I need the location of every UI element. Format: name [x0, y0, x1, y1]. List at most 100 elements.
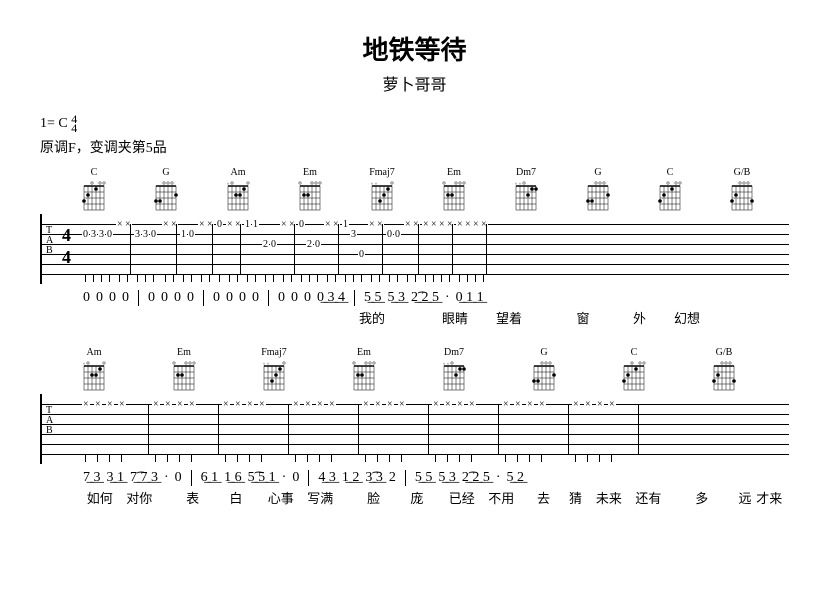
chord-fmaj7: Fmaj7××: [368, 167, 396, 212]
tab-staff-2: TAB ××××××××××××××××××××××××××××××××: [40, 394, 789, 464]
tab-note: ×: [422, 219, 430, 230]
lyric: [125, 308, 133, 327]
tab-staff-1: TAB 44 0330××330××10××0××1120××020××130×…: [40, 214, 789, 284]
lyric: 白: [229, 488, 237, 507]
tab-note: ×: [198, 219, 206, 230]
key-signature: 1= C 44: [40, 115, 789, 133]
tab-note: 0: [106, 229, 113, 240]
jianpu-note: 6̲ ̲1̲: [201, 470, 219, 486]
tab-note: 3: [90, 229, 97, 240]
tab-note: 1: [180, 229, 187, 240]
music-system-1: CGAm×EmFmaj7××EmDm7××GCG/B TAB 44 0330××…: [40, 167, 789, 327]
tab-note: 1: [252, 219, 259, 230]
tab-note: 0: [314, 239, 321, 250]
jianpu-note: 0̲ ̲1̲ ̲1̲: [456, 290, 484, 306]
tab-note: 0: [216, 219, 223, 230]
jianpu-note: 0: [292, 470, 299, 486]
lyric: [304, 308, 312, 327]
svg-text:×: ×: [443, 361, 445, 366]
chord-g-b: G/B: [710, 347, 738, 392]
jianpu-note: 5̲ ̲3̲: [438, 470, 456, 486]
jianpu-note: 0: [175, 470, 182, 486]
jianpu-note: 0: [291, 290, 298, 306]
jianpu-note: 4̲ ̲3̲: [318, 470, 336, 486]
tab-note: ×: [464, 219, 472, 230]
jianpu-note: 3̲͡ ̲3̲: [365, 470, 383, 486]
lyric: [424, 488, 430, 507]
lyric: [152, 308, 160, 327]
tab-note: 0: [358, 249, 365, 260]
svg-text:×: ×: [227, 181, 229, 186]
tab-note: ×: [176, 399, 184, 410]
tab-note: ×: [226, 219, 234, 230]
tab-note: ×: [246, 399, 254, 410]
lyric: 幻想: [647, 308, 727, 327]
tab-note: 0: [82, 229, 89, 240]
tab-note: ×: [152, 399, 160, 410]
chord-em: Em: [170, 347, 198, 392]
lyric: 未来: [592, 488, 625, 507]
lyric: [194, 308, 202, 327]
chord-row-2: Am×EmFmaj7××EmDm7××GCG/B: [40, 347, 789, 392]
lyric: [221, 308, 229, 327]
tab-note: ×: [472, 219, 480, 230]
chord-g-b: G/B: [728, 167, 756, 212]
jianpu-note: 7̲ ̲3̲: [83, 470, 101, 486]
chord-c: C: [80, 167, 108, 212]
tab-note: 0: [386, 229, 393, 240]
chord-dm7: Dm7××: [512, 167, 540, 212]
tab-note: 3: [350, 229, 357, 240]
tab-note: ×: [572, 399, 580, 410]
svg-text:×: ×: [515, 181, 517, 186]
tab-note: 0: [298, 219, 305, 230]
jianpu-note: 0: [148, 290, 155, 306]
jianpu-note: 0: [161, 290, 168, 306]
lyric: 外: [633, 308, 641, 327]
lyric: 猜: [569, 488, 577, 507]
lyric: 才来: [752, 488, 785, 507]
tab-note: ×: [374, 399, 382, 410]
chord-em: Em: [296, 167, 324, 212]
tab-note: ×: [514, 399, 522, 410]
lyric: 已经: [445, 488, 478, 507]
jianpu-note: ·: [164, 470, 169, 486]
lyric: 写满: [303, 488, 336, 507]
tab-note: ×: [324, 219, 332, 230]
jianpu-note: 0: [109, 290, 116, 306]
jianpu-note: 0: [187, 290, 194, 306]
lyric: [166, 308, 174, 327]
jianpu-note: 0̲ ̲3̲ ̲4̲: [317, 290, 345, 306]
tab-note: 0: [270, 239, 277, 250]
lyric: [180, 308, 188, 327]
tab-note: ×: [188, 399, 196, 410]
tab-note: ×: [386, 399, 394, 410]
tab-note: ×: [162, 219, 170, 230]
svg-text:×: ×: [371, 181, 373, 186]
jianpu-note: 1̲ ̲6̲: [224, 470, 242, 486]
tab-note: 3: [142, 229, 149, 240]
tab-note: 0: [188, 229, 195, 240]
jianpu-note: 0: [213, 290, 220, 306]
jianpu-note: 0: [252, 290, 259, 306]
svg-text:×: ×: [519, 181, 521, 186]
tab-note: ×: [82, 399, 90, 410]
lyric: 远: [738, 488, 746, 507]
lyric: 脸: [343, 488, 404, 507]
tab-note: ×: [304, 399, 312, 410]
tab-note: ×: [234, 399, 242, 410]
jianpu-note: 0: [239, 290, 246, 306]
svg-text:×: ×: [83, 361, 85, 366]
tab-note: ×: [456, 219, 464, 230]
jianpu-row-2: 7̲ ̲3̲3̲ ̲1̲7̲͡ ̲7̲ ̲3̲·06̲ ̲1̲1̲ ̲6̲5̲͡…: [40, 470, 789, 507]
jianpu-note: 0: [226, 290, 233, 306]
jianpu-row-1: 0000000000000000̲ ̲3̲ ̲4̲5̲ ̲5̲5̲ ̲3̲2̲͡…: [40, 290, 789, 327]
chord-g: G: [584, 167, 612, 212]
svg-text:×: ×: [267, 361, 269, 366]
lyric: 去: [524, 488, 563, 507]
lyric: 心事: [264, 488, 297, 507]
lyric: 表: [162, 488, 223, 507]
jianpu-note: 5̲͡ ̲5̲ ̲1̲: [248, 470, 276, 486]
tab-note: ×: [106, 399, 114, 410]
lyric: 不用: [484, 488, 517, 507]
lyric: [83, 308, 91, 327]
